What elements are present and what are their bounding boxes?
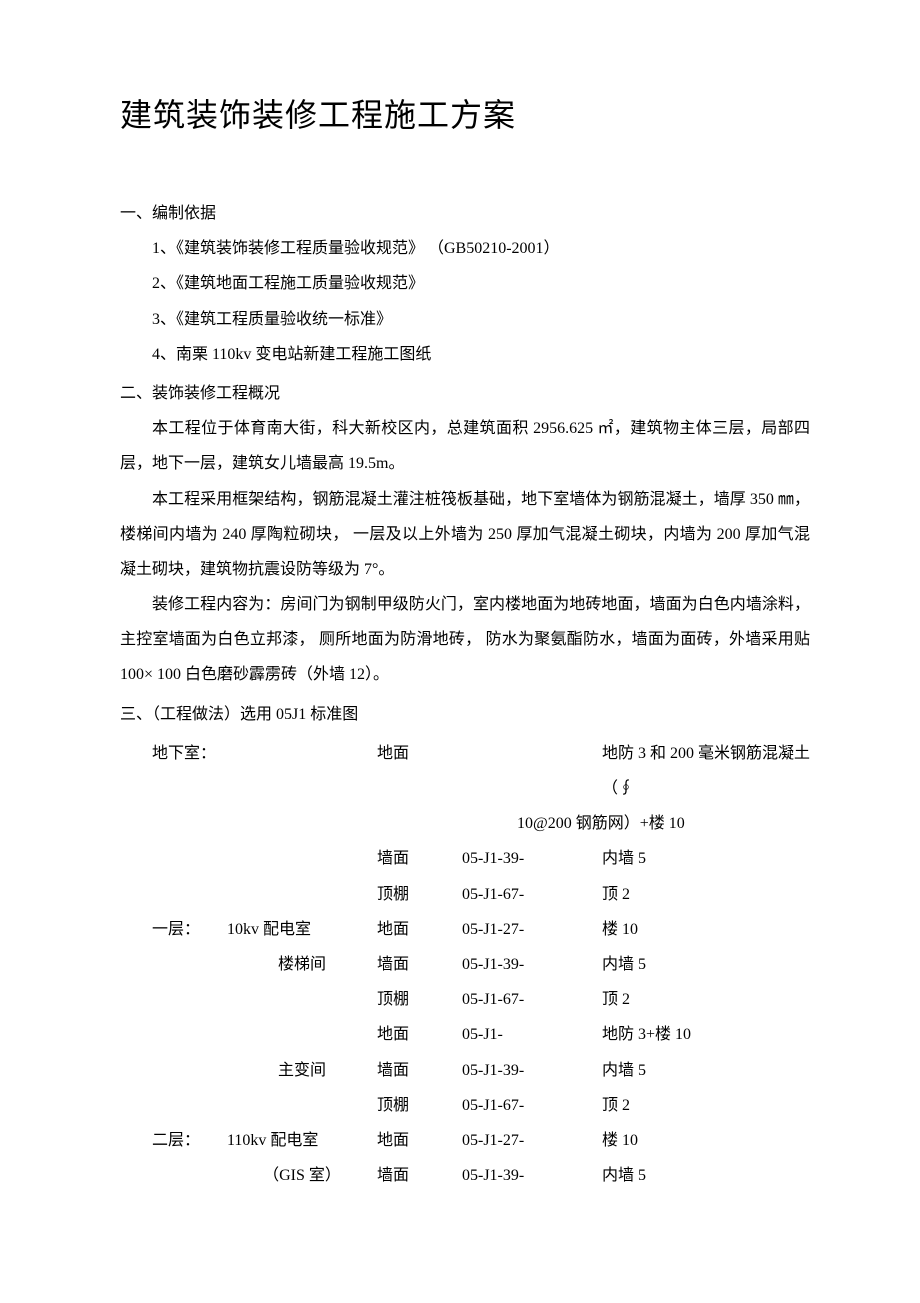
section1-heading: 一、编制依据 — [120, 196, 810, 231]
section1-item: 3、《建筑工程质量验收统一标准》 — [120, 302, 810, 337]
table-row: 一层： 10kv 配电室 地面 05-J1-27- 楼 10 — [152, 912, 810, 947]
cell-part: 顶棚 — [377, 982, 462, 1017]
cell-room — [227, 841, 377, 876]
table-row: 地下室： 地面 地防 3 和 200 毫米钢筋混凝土（∮ — [152, 736, 810, 806]
cell-room — [227, 877, 377, 912]
cell-code: 05-J1-27- — [462, 912, 602, 947]
cell-desc: 内墙 5 — [602, 841, 810, 876]
cell-room — [227, 1017, 377, 1052]
table-row: 顶棚 05-J1-67- 顶 2 — [152, 1088, 810, 1123]
cell-floor — [152, 947, 227, 982]
table-row-cont: 10@200 钢筋网）+楼 10 — [152, 806, 810, 841]
cell-floor — [152, 982, 227, 1017]
cell-desc: 楼 10 — [602, 912, 810, 947]
cell-floor — [152, 877, 227, 912]
cell-code: 05-J1-39- — [462, 947, 602, 982]
cell-part: 墙面 — [377, 1053, 462, 1088]
cell-part: 地面 — [377, 1123, 462, 1158]
table-row: 顶棚 05-J1-67- 顶 2 — [152, 877, 810, 912]
cell-floor: 地下室： — [152, 736, 227, 806]
cell-desc: 顶 2 — [602, 1088, 810, 1123]
cell-part: 地面 — [377, 1017, 462, 1052]
cell-floor — [152, 1053, 227, 1088]
methods-table: 地下室： 地面 地防 3 和 200 毫米钢筋混凝土（∮ 10@200 钢筋网）… — [120, 736, 810, 1193]
cell-part: 墙面 — [377, 841, 462, 876]
cell-code: 05-J1-67- — [462, 982, 602, 1017]
cell-room: （GIS 室） — [227, 1158, 377, 1193]
cell-code: 05-J1-39- — [462, 1053, 602, 1088]
section2-p2: 本工程采用框架结构，钢筋混凝土灌注桩筏板基础，地下室墙体为钢筋混凝土，墙厚 35… — [120, 482, 810, 588]
cell-desc: 顶 2 — [602, 982, 810, 1017]
table-row: 主变间 墙面 05-J1-39- 内墙 5 — [152, 1053, 810, 1088]
cell-desc: 地防 3 和 200 毫米钢筋混凝土（∮ — [602, 736, 810, 806]
cell-code: 05-J1-27- — [462, 1123, 602, 1158]
cell-desc: 顶 2 — [602, 877, 810, 912]
cell-room: 楼梯间 — [227, 947, 377, 982]
cell-desc: 内墙 5 — [602, 1053, 810, 1088]
table-row: 顶棚 05-J1-67- 顶 2 — [152, 982, 810, 1017]
cell-code: 05-J1-39- — [462, 841, 602, 876]
section1-item: 2、《建筑地面工程施工质量验收规范》 — [120, 266, 810, 301]
cell-desc: 内墙 5 — [602, 1158, 810, 1193]
document-title: 建筑装饰装修工程施工方案 — [120, 90, 810, 136]
cell-code: 05-J1-67- — [462, 1088, 602, 1123]
cell-desc: 内墙 5 — [602, 947, 810, 982]
cell-code — [462, 736, 602, 806]
table-row: 二层： 110kv 配电室 地面 05-J1-27- 楼 10 — [152, 1123, 810, 1158]
table-row: 墙面 05-J1-39- 内墙 5 — [152, 841, 810, 876]
section1-item: 4、南栗 110kv 变电站新建工程施工图纸 — [120, 337, 810, 372]
table-row: 地面 05-J1- 地防 3+楼 10 — [152, 1017, 810, 1052]
table-row: （GIS 室） 墙面 05-J1-39- 内墙 5 — [152, 1158, 810, 1193]
cell-desc: 地防 3+楼 10 — [602, 1017, 810, 1052]
section3-heading: 三、（工程做法）选用 05J1 标准图 — [120, 697, 810, 732]
cell-room: 110kv 配电室 — [227, 1123, 377, 1158]
cell-floor — [152, 1158, 227, 1193]
section2-p1: 本工程位于体育南大街，科大新校区内，总建筑面积 2956.625 ㎡，建筑物主体… — [120, 411, 810, 481]
cell-floor — [152, 1088, 227, 1123]
cell-room: 10kv 配电室 — [227, 912, 377, 947]
cell-room — [227, 736, 377, 806]
cell-room — [227, 982, 377, 1017]
cell-desc: 楼 10 — [602, 1123, 810, 1158]
cell-floor — [152, 1017, 227, 1052]
cell-floor: 二层： — [152, 1123, 227, 1158]
cell-code: 05-J1-67- — [462, 877, 602, 912]
cell-room — [227, 1088, 377, 1123]
cell-desc-cont: 10@200 钢筋网）+楼 10 — [517, 806, 685, 841]
cell-room: 主变间 — [227, 1053, 377, 1088]
section2-p3: 装修工程内容为：房间门为钢制甲级防火门，室内楼地面为地砖地面，墙面为白色内墙涂料… — [120, 587, 810, 693]
cell-floor: 一层： — [152, 912, 227, 947]
cell-part: 顶棚 — [377, 1088, 462, 1123]
cell-floor — [152, 841, 227, 876]
cell-part: 地面 — [377, 736, 462, 806]
cell-part: 顶棚 — [377, 877, 462, 912]
cell-code: 05-J1-39- — [462, 1158, 602, 1193]
cell-part: 墙面 — [377, 1158, 462, 1193]
cell-part: 墙面 — [377, 947, 462, 982]
section2-heading: 二、装饰装修工程概况 — [120, 376, 810, 411]
section1-item: 1、《建筑装饰装修工程质量验收规范》 （GB50210-2001） — [120, 231, 810, 266]
table-row: 楼梯间 墙面 05-J1-39- 内墙 5 — [152, 947, 810, 982]
cell-part: 地面 — [377, 912, 462, 947]
cell-code: 05-J1- — [462, 1017, 602, 1052]
